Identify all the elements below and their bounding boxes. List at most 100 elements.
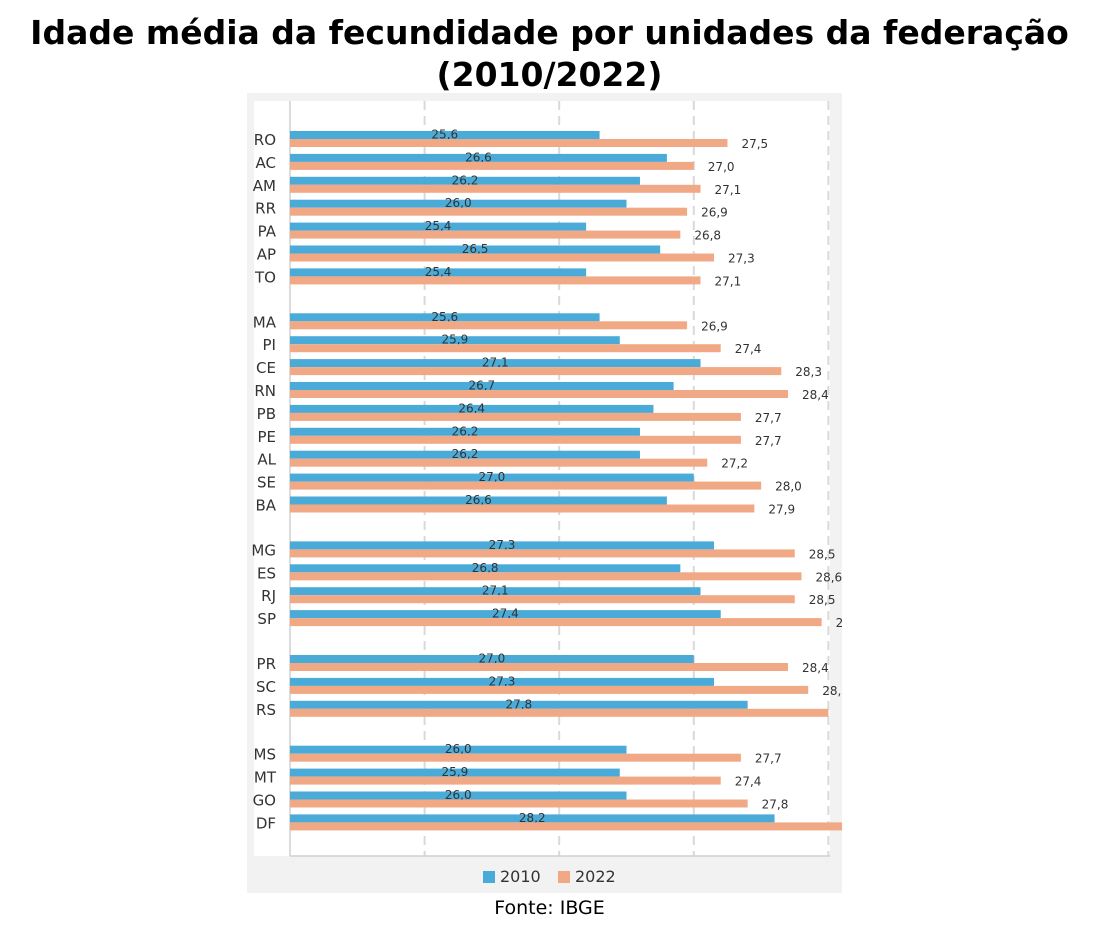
category-label: CE [256,359,276,377]
category-label: PE [257,428,276,446]
category-label: AP [257,246,276,264]
data-label-2010: 27,4 [492,607,519,621]
chart-panel: RO 25,6 27,5 AC 26,6 27,0 AM 26,2 27,1 RR 26,0 26,9… [247,93,842,893]
category-label: RS [256,701,276,719]
bar-2010 [290,700,748,709]
category-label: SE [257,474,276,492]
category-label: DF [256,814,276,832]
category-label: SC [256,678,276,696]
data-label-2022: 28,4 [802,388,829,402]
category-label: MS [254,746,276,764]
bar-2010 [290,245,661,254]
bar-2010 [290,564,681,573]
data-label-2010: 26,2 [452,424,479,438]
bar-2010 [290,359,701,368]
data-label-2010: 28,2 [519,811,546,825]
bar-2022 [290,822,842,831]
chart-title: Idade média da fecundidade por unidades … [0,12,1099,96]
data-label-2010: 25,4 [425,265,452,279]
bar-2010 [290,677,714,686]
bar-2022 [290,776,721,785]
bar-2010 [290,745,627,754]
bar-2022 [290,161,694,170]
bar-2010 [290,176,640,185]
bar-2010 [290,450,640,459]
bar-2010 [290,382,674,390]
data-label-2010: 25,9 [442,333,469,347]
data-label-2010: 25,6 [431,310,458,324]
data-label-2010: 26,2 [452,173,479,187]
data-label-2022: 27,7 [755,434,782,448]
category-label: AL [257,451,276,469]
data-label-2022: 28,5 [809,593,836,607]
bar-2022 [290,367,782,376]
bar-2010 [290,587,701,596]
data-label-2010: 27,1 [482,356,509,370]
category-label: RR [255,200,276,218]
data-label-2022: 27,9 [768,503,795,517]
bar-2022 [290,708,829,717]
data-label-2010: 27,3 [489,538,516,552]
data-label-2010: 26,5 [462,242,489,256]
legend-swatch-2022 [558,871,570,883]
data-label-2010: 26,0 [445,788,472,802]
data-label-2022: 27,3 [728,252,755,266]
data-label-2022: 27,1 [715,274,742,288]
data-label-2010: 26,6 [465,493,492,507]
bar-2022 [290,595,795,604]
category-label: MT [254,769,277,787]
data-label-2010: 27,3 [489,674,516,688]
data-label-2010: 26,6 [465,150,492,164]
legend-label-2022: 2022 [575,867,616,886]
bar-2022 [290,799,748,808]
bar-chart: RO 25,6 27,5 AC 26,6 27,0 AM 26,2 27,1 RR 26,0 26,9… [251,101,842,886]
data-label-2022: 26,8 [694,229,721,243]
bar-2010 [290,791,627,800]
data-label-2010: 26,2 [452,447,479,461]
category-label: MA [253,313,277,331]
category-label: AM [253,177,276,195]
data-label-2010: 26,7 [468,379,495,393]
bar-2022 [290,412,741,421]
bar-2010 [290,541,714,550]
bar-2022 [290,663,789,671]
data-label-2022: 27,7 [755,752,782,766]
bar-2022 [290,572,802,581]
bar-2022 [290,685,809,694]
bar-2010 [290,313,600,322]
data-label-2010: 26,0 [445,196,472,210]
data-label-2022: 28,3 [795,365,822,379]
data-label-2022: 27,0 [708,160,735,174]
category-label: BA [255,497,276,515]
bar-2022 [290,458,708,467]
category-label: RO [254,131,276,149]
category-label: ES [257,564,276,582]
bar-2010 [290,610,721,619]
bar-2022 [290,253,714,262]
bar-2022 [290,481,762,490]
bar-2022 [290,230,681,239]
data-label-2022: 27,4 [735,775,762,789]
bar-2010 [290,199,627,208]
chart-title-line-1: Idade média da fecundidade por unidades … [30,13,1069,52]
data-label-2022: 28,9 [836,616,842,630]
category-label: GO [253,792,276,810]
data-label-2010: 25,9 [442,765,469,779]
data-label-2010: 27,0 [479,470,506,484]
data-label-2010: 26,4 [458,401,485,415]
bar-2010 [290,814,775,823]
source-note: Fonte: IBGE [494,897,605,919]
bar-2022 [290,390,789,398]
category-label: AC [256,154,276,172]
category-label: PI [263,336,276,354]
bar-2010 [290,496,667,505]
data-label-2022: 26,9 [701,206,728,220]
data-label-2022: 28,4 [802,661,829,675]
bar-2010 [290,222,587,231]
data-label-2010: 27,0 [479,652,506,666]
category-label: RJ [261,587,276,605]
bar-2022 [290,344,721,353]
bar-2022 [290,435,741,444]
bar-2022 [290,207,688,216]
category-label: MG [251,541,276,559]
